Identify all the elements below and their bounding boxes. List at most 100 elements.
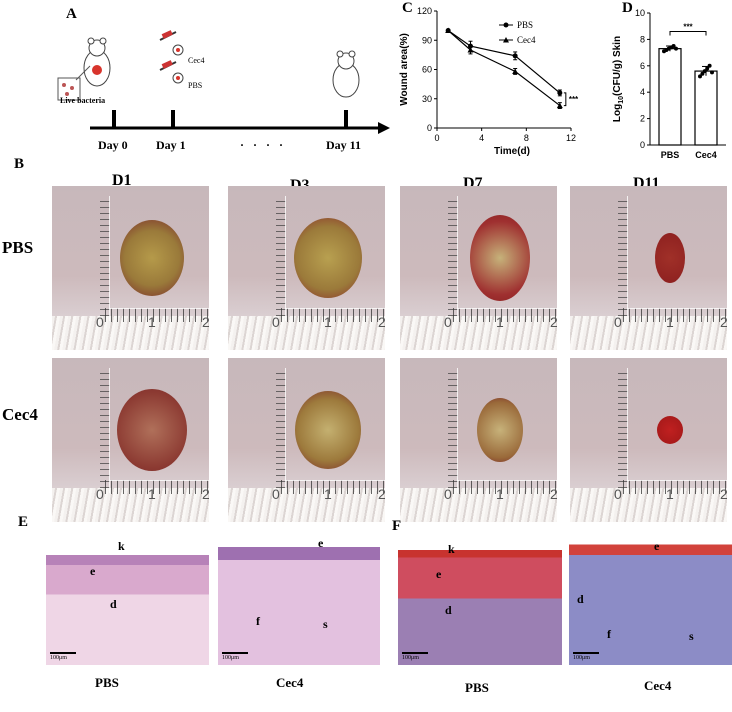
scale-bar: 100μm xyxy=(573,652,599,661)
wound-photo-pbs-d11: 0 1 2 xyxy=(570,186,727,350)
y-tick-label: 2 xyxy=(640,114,645,124)
panel-label-b: B xyxy=(14,156,25,172)
ruler-number: 0 xyxy=(444,486,452,502)
data-point xyxy=(698,74,702,79)
ruler-number: 1 xyxy=(666,486,674,502)
ruler-axis xyxy=(109,196,110,321)
ruler-axis xyxy=(627,196,628,321)
ruler-vertical xyxy=(618,196,628,316)
data-point xyxy=(467,47,474,53)
ruler-horizontal xyxy=(276,480,385,494)
he-stain-image-pbs: k e d 100μm xyxy=(46,537,209,665)
wound-photo-pbs-d3: 0 1 2 xyxy=(228,186,385,350)
ruler-number: 0 xyxy=(444,314,452,330)
ruler-number: 0 xyxy=(272,314,280,330)
ruler-number: 0 xyxy=(272,486,280,502)
panel-label-f: F xyxy=(392,518,402,534)
ruler-vertical xyxy=(276,368,286,488)
wound-area xyxy=(657,416,683,444)
x-axis-label: Time(d) xyxy=(494,146,530,157)
ruler-horizontal xyxy=(276,308,385,322)
scale-bar: 100μm xyxy=(402,652,428,661)
ruler-number: 1 xyxy=(324,314,332,330)
column-header-d1: D1 xyxy=(112,172,132,189)
timeline-diagram xyxy=(57,30,390,134)
ruler-number: 1 xyxy=(666,314,674,330)
wound-photo-cec4-d1: 0 1 2 xyxy=(52,358,209,522)
y-tick-label: 90 xyxy=(422,35,432,45)
data-point xyxy=(700,71,705,76)
masson-stain-image-pbs: k e d 100μm xyxy=(398,537,562,665)
wound-photo-pbs-d7: 0 1 2 xyxy=(400,186,557,350)
ruler-number: 1 xyxy=(496,486,504,502)
data-point xyxy=(512,68,519,74)
ruler-horizontal xyxy=(618,308,727,322)
wound-area xyxy=(655,233,685,283)
significance-bracket xyxy=(563,92,567,107)
ruler-number: 0 xyxy=(614,486,622,502)
data-point xyxy=(556,102,563,109)
wound-area xyxy=(120,220,184,296)
significance-label: *** xyxy=(569,95,579,104)
y-tick-label: 60 xyxy=(422,65,432,75)
ruler-number: 2 xyxy=(720,486,727,502)
ruler-vertical xyxy=(448,196,458,316)
day11-label: Day 11 xyxy=(326,138,362,152)
data-point xyxy=(702,69,707,74)
ruler-horizontal xyxy=(448,308,557,322)
f-cec4-label: Cec4 xyxy=(644,678,672,693)
wound-photo-pbs-d1: 0 1 2 xyxy=(52,186,209,350)
wound-area xyxy=(117,389,187,471)
y-axis-label: Log10(CFU/g) Skin xyxy=(612,36,625,122)
ruler-number: 1 xyxy=(148,486,156,502)
ruler-number: 2 xyxy=(378,314,385,330)
e-pbs-label: PBS xyxy=(95,675,119,690)
scale-bar: 100μm xyxy=(222,652,248,661)
ruler-vertical xyxy=(618,368,628,488)
legend-marker xyxy=(503,22,509,28)
ruler-number: 2 xyxy=(720,314,727,330)
cec4-injection-label: Cec4 xyxy=(188,56,205,65)
ruler-number: 2 xyxy=(378,486,385,502)
significance-label: *** xyxy=(683,22,693,31)
data-point xyxy=(557,90,563,96)
panel-label-e: E xyxy=(18,514,29,530)
ruler-number: 0 xyxy=(614,314,622,330)
ruler-axis xyxy=(109,368,110,493)
wound-photo-cec4-d7: 0 1 2 xyxy=(400,358,557,522)
data-point xyxy=(445,27,452,33)
ruler-number: 2 xyxy=(202,314,209,330)
series-line-cec4 xyxy=(447,30,561,107)
data-point xyxy=(674,46,678,51)
wound-photo-cec4-d3: 0 1 2 xyxy=(228,358,385,522)
ruler-axis xyxy=(457,308,557,309)
data-point xyxy=(705,66,710,71)
ruler-number: 2 xyxy=(202,486,209,502)
ruler-number: 2 xyxy=(550,486,557,502)
ruler-horizontal xyxy=(100,480,209,494)
legend-label: Cec4 xyxy=(517,35,536,45)
x-tick-label: 12 xyxy=(566,133,576,143)
ruler-horizontal xyxy=(618,480,727,494)
ruler-number: 2 xyxy=(550,314,557,330)
row-header-pbs: PBS xyxy=(2,238,34,257)
ruler-vertical xyxy=(100,196,110,316)
bacteria-plate-icon xyxy=(57,65,91,101)
ruler-number: 1 xyxy=(148,314,156,330)
ruler-axis xyxy=(285,368,286,493)
ruler-axis xyxy=(285,480,385,481)
day1-label: Day 1 xyxy=(156,138,186,152)
ruler-axis xyxy=(285,196,286,321)
f-pbs-label: PBS xyxy=(465,680,489,695)
x-tick-label: PBS xyxy=(661,150,680,160)
ruler-axis xyxy=(109,308,209,309)
e-cec4-label: Cec4 xyxy=(276,675,304,690)
ruler-axis xyxy=(627,480,727,481)
day0-label: Day 0 xyxy=(98,138,128,152)
data-point xyxy=(707,63,712,68)
mouse-icon xyxy=(332,50,360,98)
pbs-injection-label: PBS xyxy=(188,81,203,90)
y-tick-label: 0 xyxy=(427,123,432,133)
syringe-icon xyxy=(159,30,177,71)
y-tick-label: 0 xyxy=(640,140,645,150)
